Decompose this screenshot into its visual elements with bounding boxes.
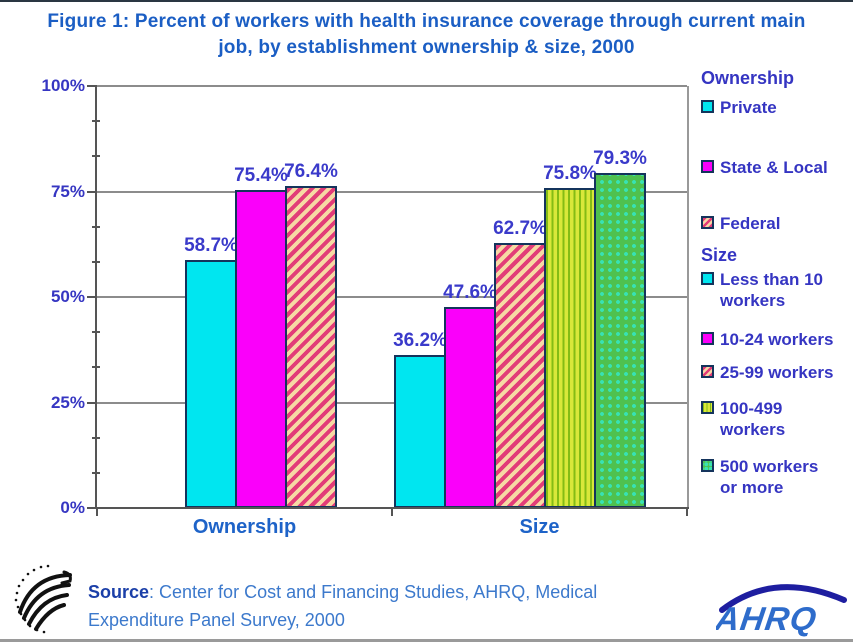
y-axis-major-tick: [87, 85, 97, 87]
y-axis-minor-tick: [92, 225, 100, 228]
legend-item-500-workers-or-more: 500 workers or more: [701, 456, 851, 498]
hhs-eagle-icon: [14, 564, 72, 634]
y-axis-label-0%: 0%: [60, 498, 85, 517]
bar-private: 58.7%: [184, 235, 238, 508]
y-axis-label-25%: 25%: [50, 392, 85, 412]
legend-swatch-pink-hatch-icon: [701, 216, 714, 229]
ahrq-logo-icon: AHRQ: [712, 584, 847, 638]
legend-item-label: Private: [720, 98, 777, 117]
legend-item-label: Less than 10 workers: [720, 270, 823, 310]
y-axis-minor-tick: [92, 366, 100, 369]
legend-item-label: 100-499 workers: [720, 399, 786, 439]
y-axis-minor-tick: [92, 260, 100, 263]
chart-title-line2: job, by establishment ownership & size, …: [218, 37, 635, 58]
legend-heading-ownership: Ownership: [701, 68, 795, 88]
legend-item-label: State & Local: [720, 158, 828, 177]
source-label: Source: [88, 582, 150, 602]
legend-item-state-local: State & Local: [701, 157, 851, 178]
legend-item-label: 25-99 workers: [720, 363, 834, 382]
y-axis-minor-tick: [92, 120, 100, 123]
gridline-75%: [97, 190, 687, 193]
x-axis-tick: [686, 508, 688, 516]
y-axis-label-50%: 50%: [50, 287, 85, 306]
legend-heading-size: Size: [701, 245, 738, 265]
y-axis-major-tick: [87, 507, 97, 509]
bar-value-label: 58.7%: [184, 235, 238, 257]
y-axis-label-75%: 75%: [50, 181, 85, 201]
legend-item-label: 500 workers or more: [720, 457, 819, 497]
category-label-ownership: Ownership: [192, 516, 297, 538]
chart-title-line1: Figure 1: Percent of workers with health…: [47, 11, 806, 32]
legend-swatch-magenta-icon: [701, 160, 714, 173]
legend: Ownership Private State & Local Federal Size…: [701, 68, 851, 498]
bar-value-label: 62.7%: [493, 218, 547, 240]
legend-swatch-cyan-icon: [701, 272, 714, 285]
bar-value-label: 75.4%: [234, 164, 288, 186]
y-axis-major-tick: [87, 190, 97, 193]
ahrq-logo: AHRQ: [712, 574, 850, 638]
bar-federal: 76.4%: [284, 161, 338, 508]
legend-item-private: Private: [701, 97, 851, 118]
source-body: : Center for Cost and Financing Studies,…: [88, 582, 598, 630]
gridline-50%: [97, 296, 687, 298]
legend-item-10-24-workers: 10-24 workers: [701, 329, 851, 350]
legend-item-25-99-workers: 25-99 workers: [701, 362, 851, 383]
ahrq-logo-text: AHRQ: [716, 601, 819, 638]
top-border: [0, 0, 853, 2]
legend-swatch-magenta-icon: [701, 332, 714, 345]
chart-title: Figure 1: Percent of workers with health…: [0, 9, 853, 61]
plot-area: 0% 25% 50% 75% 100% 58.7% 75.4% 76.4% Ownership 3…: [42, 76, 689, 538]
hhs-logo: [6, 560, 84, 638]
bar-group-size: 36.2% 47.6% 62.7% 75.8% 79.3%: [393, 86, 647, 508]
gridline-25%: [97, 401, 687, 404]
bottom-border: [0, 639, 853, 642]
x-axis-line: [95, 507, 689, 509]
legend-item-100-499-workers: 100-499 workers: [701, 398, 851, 440]
source-text: Source: Center for Cost and Financing St…: [88, 578, 673, 634]
x-axis-tick: [391, 508, 393, 516]
legend-swatch-pink-hatch-icon: [701, 365, 714, 378]
legend-item-label: 10-24 workers: [720, 330, 834, 349]
y-axis-label-100%: 100%: [41, 76, 85, 95]
y-axis-minor-tick: [92, 471, 100, 474]
category-label-size: Size: [519, 516, 560, 538]
bar-value-label: 79.3%: [593, 148, 647, 170]
bar-100-499-workers: 75.8%: [543, 163, 597, 508]
legend-swatch-yellowgreen-stripe-icon: [701, 401, 714, 414]
bar-group-ownership: 58.7% 75.4% 76.4%: [184, 86, 338, 508]
bar-25-99-workers: 62.7%: [493, 218, 547, 508]
bar-state-local: 75.4%: [234, 165, 288, 508]
legend-swatch-cyan-icon: [701, 100, 714, 113]
bar-500-workers-or-more: 79.3%: [593, 148, 647, 508]
bar-value-label: 47.6%: [443, 282, 497, 304]
y-axis-major-tick: [87, 401, 97, 404]
y-axis-minor-tick: [92, 331, 100, 334]
legend-swatch-green-dot-icon: [701, 459, 714, 472]
y-axis-major-tick: [87, 296, 97, 298]
x-axis-tick: [96, 508, 98, 516]
bar-value-label: 36.2%: [393, 330, 447, 352]
y-axis-minor-tick: [92, 155, 100, 158]
y-axis-minor-tick: [92, 436, 100, 439]
bar-less-than-10-workers: 36.2%: [393, 330, 447, 508]
bar-10-24-workers: 47.6%: [443, 282, 497, 508]
legend-item-federal: Federal: [701, 213, 851, 234]
bar-value-label: 75.8%: [543, 163, 597, 185]
legend-item-less-than-10-workers: Less than 10 workers: [701, 269, 851, 311]
gridline-100%: [97, 85, 687, 87]
legend-item-label: Federal: [720, 214, 781, 233]
bar-value-label: 76.4%: [284, 160, 338, 182]
